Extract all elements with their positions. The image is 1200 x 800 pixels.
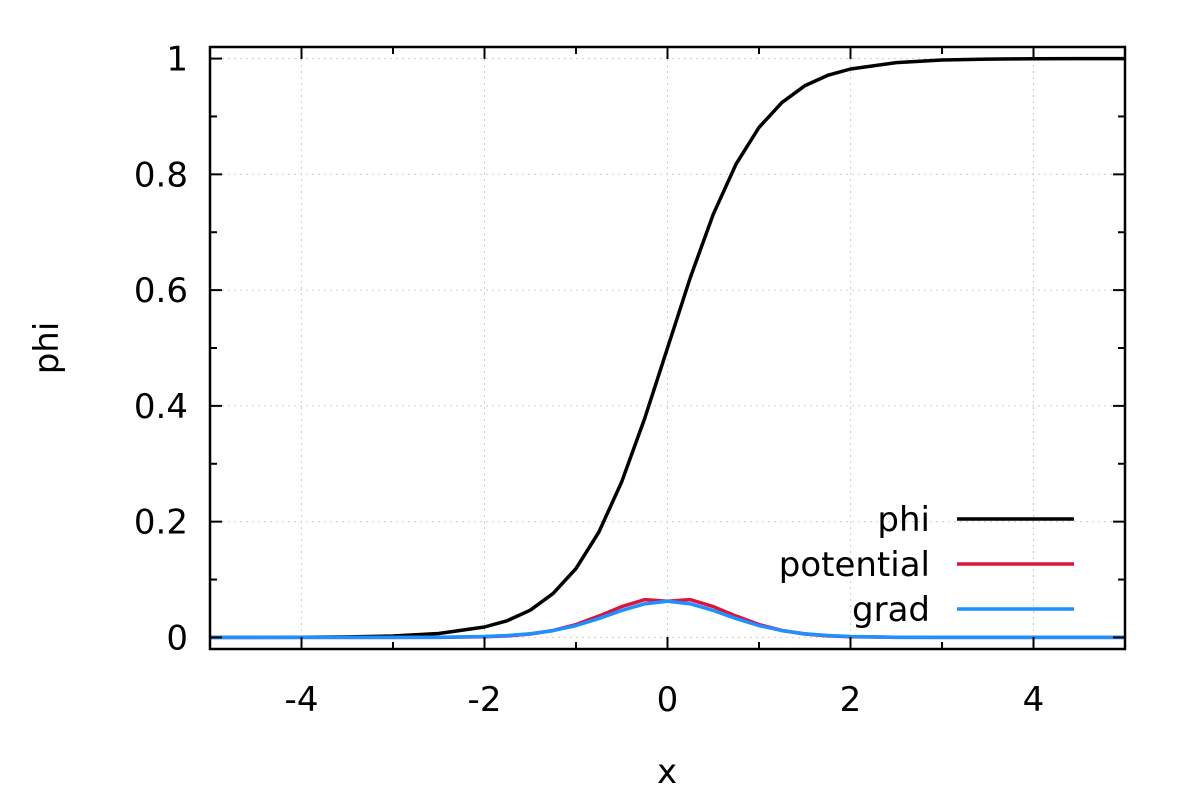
x-axis-label: x: [657, 752, 677, 792]
series-line-phi: [209, 56, 1126, 640]
x-tick-label: 2: [840, 680, 862, 720]
x-tick-label: 4: [1023, 680, 1045, 720]
x-tick-label: -4: [285, 680, 319, 720]
series-line-grad: [210, 599, 1125, 640]
legend-label-grad: grad: [852, 590, 930, 630]
y-tick-label: 0.4: [134, 387, 188, 427]
y-tick-label: 0: [166, 618, 188, 658]
legend-label-phi: phi: [877, 500, 930, 540]
y-tick-label: 0.2: [134, 503, 188, 543]
legend-label-potential: potential: [779, 545, 930, 585]
x-tick-label: 0: [657, 680, 679, 720]
x-tick-label: -2: [468, 680, 502, 720]
ticks: -4 -2 0 2 4 0 0.2 0.4 0.6 0.8 1: [134, 40, 1126, 720]
y-tick-label: 1: [166, 40, 188, 80]
y-axis-label: phi: [27, 322, 67, 375]
y-tick-label: 0.6: [134, 271, 188, 311]
series-group: [209, 56, 1126, 640]
y-tick-label: 0.8: [134, 155, 188, 195]
legend: phi potential grad: [779, 500, 1074, 630]
